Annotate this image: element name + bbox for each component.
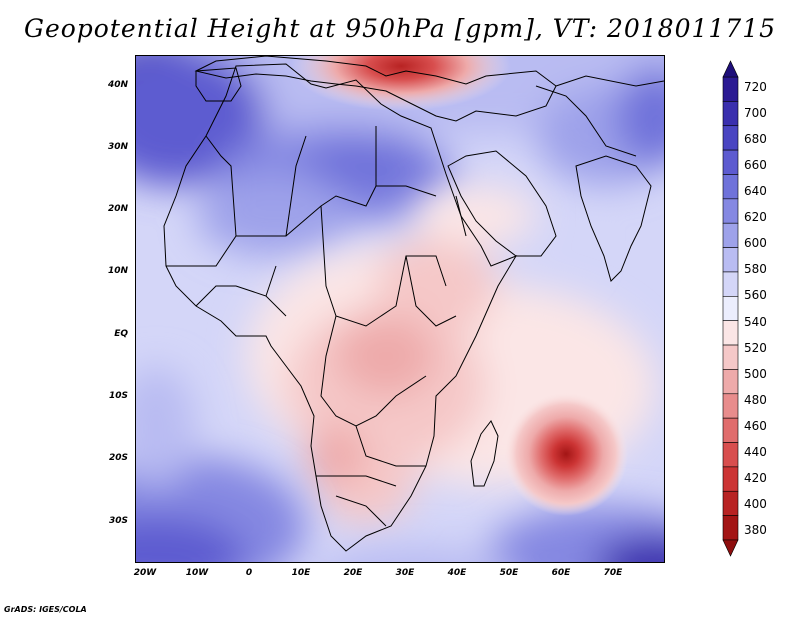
colorbar-tick-label: 680 — [744, 132, 767, 147]
colorbar-box — [722, 101, 739, 127]
colorbar-tick-label: 700 — [744, 106, 767, 121]
colorbar-tick-label: 560 — [744, 288, 767, 303]
lat-label-20s: 20S — [108, 453, 128, 463]
lat-label-eq: EQ — [114, 329, 128, 339]
lon-label-60e: 60E — [551, 568, 571, 578]
mascarene-cyclone — [504, 392, 628, 516]
colorbar-tick-label: 660 — [744, 158, 767, 173]
lon-label-20w: 20W — [133, 568, 157, 578]
colorbar-tick-label: 460 — [744, 418, 767, 433]
colorbar-box — [722, 344, 739, 370]
lat-label-30s: 30S — [108, 516, 128, 526]
lon-label-50e: 50E — [499, 568, 519, 578]
lat-label-40n: 40N — [107, 80, 128, 90]
colorbar-box — [722, 174, 739, 200]
colorbar-box — [722, 442, 739, 468]
credit-text: GrADS: IGES/COLA — [4, 605, 87, 614]
colorbar-box — [722, 515, 739, 541]
colorbar-tick-label: 520 — [744, 340, 767, 355]
colorbar-box — [722, 417, 739, 443]
colorbar-box — [722, 271, 739, 297]
colorbar-tick-label: 500 — [744, 366, 767, 381]
colorbar-box — [722, 369, 739, 395]
colorbar-tick-label: 440 — [744, 444, 767, 459]
chart-title: Geopotential Height at 950hPa [gpm], VT:… — [23, 14, 777, 43]
colorbar-tick-label: 600 — [744, 236, 767, 251]
lon-label-70e: 70E — [603, 568, 623, 578]
colorbar-box — [722, 222, 739, 248]
lon-label-10e: 10E — [291, 568, 311, 578]
colorbar-box — [722, 149, 739, 175]
colorbar-tick-label: 640 — [744, 184, 767, 199]
colorbar-min-arrow — [722, 539, 739, 557]
colorbar-box — [722, 320, 739, 346]
map-panel — [135, 55, 665, 563]
lat-label-10n: 10N — [107, 266, 128, 276]
colorbar-tick-label: 400 — [744, 496, 767, 511]
southern-high-field — [136, 366, 664, 562]
colorbar-box — [722, 466, 739, 492]
colorbar-box — [722, 247, 739, 273]
lon-label-30e: 30E — [395, 568, 415, 578]
colorbar-box — [722, 125, 739, 151]
mediterranean-low — [291, 56, 511, 111]
colorbar-tick-label: 720 — [744, 80, 767, 94]
colorbar-box — [722, 296, 739, 321]
lat-label-30n: 30N — [107, 142, 128, 152]
colorbar-tick-label: 420 — [744, 470, 767, 485]
colorbar-max-arrow — [722, 60, 739, 78]
lat-label-20n: 20N — [107, 204, 128, 214]
colorbar-tick-label: 620 — [744, 210, 767, 225]
colorbar-tick-label: 580 — [744, 262, 767, 277]
colorbar-box — [722, 76, 739, 102]
geopotential-map — [136, 56, 664, 562]
lon-label-0: 0 — [245, 568, 253, 578]
colorbar-box — [722, 393, 739, 419]
colorbar-tick-label: 380 — [744, 523, 767, 537]
colorbar-tick-label: 480 — [744, 392, 767, 407]
colorbar-tick-label: 540 — [744, 314, 767, 329]
lon-label-40e: 40E — [447, 568, 467, 578]
coastlines — [163, 56, 664, 552]
colorbar-box — [722, 490, 739, 516]
colorbar-box — [722, 198, 739, 224]
lon-label-20e: 20E — [343, 568, 363, 578]
lon-label-10w: 10W — [185, 568, 209, 578]
lat-label-10s: 10S — [108, 391, 128, 401]
